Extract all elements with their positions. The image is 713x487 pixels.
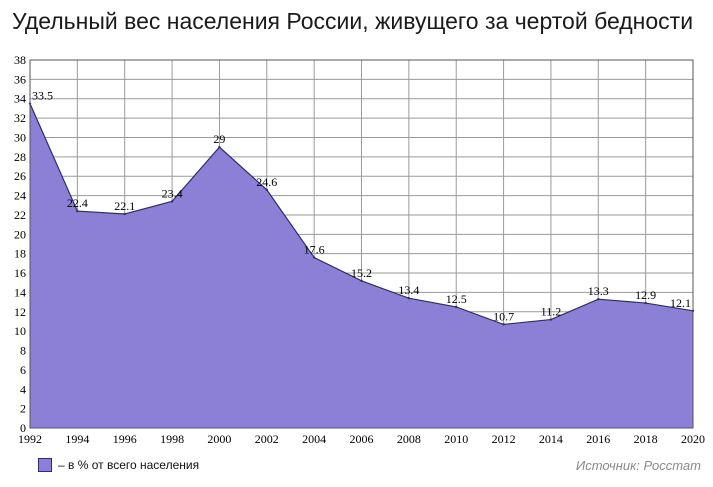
y-tick-label: 6: [20, 363, 26, 377]
source-note: Источник: Росстат: [575, 458, 701, 473]
x-tick-label: 1996: [113, 432, 137, 446]
y-tick-label: 12: [14, 305, 26, 319]
y-tick-label: 10: [14, 324, 26, 338]
legend-swatch: [38, 458, 52, 472]
plot-border: [29, 59, 694, 429]
y-tick-label: 18: [14, 247, 26, 261]
data-label: 13.3: [588, 284, 609, 298]
data-point: [265, 188, 268, 191]
x-tick-label: 2010: [444, 432, 468, 446]
y-tick-label: 8: [20, 344, 26, 358]
y-tick-label: 32: [14, 111, 26, 125]
data-label: 12.1: [670, 296, 691, 310]
data-label: 15.2: [351, 266, 372, 280]
y-tick-label: 20: [14, 227, 26, 241]
x-tick-label: 2016: [586, 432, 610, 446]
legend-label: – в % от всего населения: [58, 458, 200, 472]
data-label: 22.1: [114, 199, 135, 213]
x-tick-label: 2002: [255, 432, 279, 446]
data-label: 17.6: [304, 243, 325, 257]
data-point: [123, 212, 126, 216]
data-point: [455, 305, 458, 309]
y-tick-label: 22: [14, 208, 26, 222]
x-tick-label: 2012: [492, 432, 516, 446]
x-tick-label: 2018: [634, 432, 658, 446]
x-tick-label: 1992: [18, 432, 42, 446]
x-tick-label: 2000: [207, 432, 231, 446]
data-point: [360, 279, 363, 282]
y-tick-label: 2: [20, 402, 26, 416]
y-tick-label: 38: [14, 53, 26, 67]
data-label: 13.4: [398, 283, 419, 297]
x-tick-label: 2004: [302, 432, 326, 446]
data-label: 22.4: [67, 196, 88, 210]
y-tick-label: 14: [14, 285, 26, 299]
data-point: [549, 318, 553, 321]
chart-title: Удельный вес населения России, живущего …: [12, 8, 694, 34]
y-tick-label: 0: [20, 421, 26, 435]
y-tick-label: 30: [14, 130, 26, 144]
legend: – в % от всего населения: [38, 458, 199, 472]
y-tick-label: 16: [14, 266, 26, 280]
y-tick-label: 24: [14, 189, 26, 203]
x-tick-label: 1994: [65, 432, 89, 446]
data-point: [170, 200, 174, 203]
data-label: 12.5: [446, 292, 467, 306]
data-point: [597, 298, 600, 301]
data-label: 23.4: [162, 186, 183, 200]
data-point: [407, 297, 411, 300]
data-label: 33.5: [32, 89, 53, 103]
data-point: [76, 209, 79, 213]
y-tick-label: 28: [14, 150, 26, 164]
x-tick-label: 2020: [681, 432, 705, 446]
data-labels: 33.5 22.4 22.1 23.4 29 24.6 17.6 15.2 13.4 12.5 10…: [32, 89, 691, 324]
data-label: 11.2: [541, 305, 562, 319]
data-point: [644, 301, 647, 305]
y-tick-label: 26: [14, 169, 26, 183]
data-label: 12.9: [635, 288, 656, 302]
y-tick-label: 36: [14, 72, 26, 86]
x-tick-label: 2008: [397, 432, 421, 446]
x-tick-label: 2014: [539, 432, 563, 446]
x-tick-label: 1998: [160, 432, 184, 446]
y-tick-label: 34: [14, 92, 26, 106]
series-area: [30, 103, 693, 428]
data-point: [502, 323, 505, 326]
data-point: [312, 256, 316, 259]
x-tick-label: 2006: [350, 432, 374, 446]
data-label: 10.7: [493, 309, 514, 323]
data-label: 24.6: [256, 175, 277, 189]
y-tick-label: 4: [20, 382, 26, 396]
data-point: [218, 145, 221, 149]
plot-area: [28, 102, 695, 428]
data-label: 29: [213, 132, 225, 146]
